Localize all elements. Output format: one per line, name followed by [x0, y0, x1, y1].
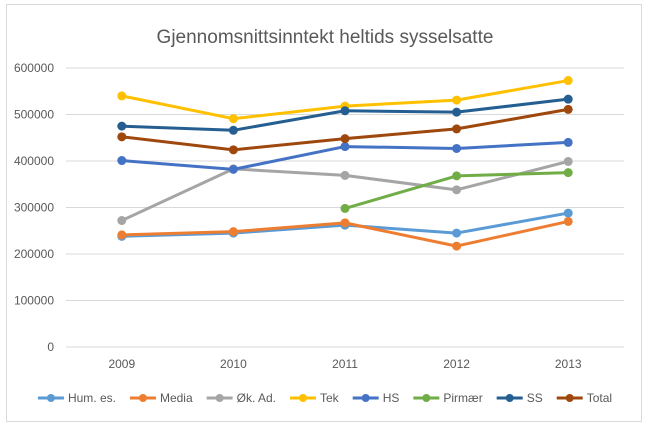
legend-marker	[46, 394, 55, 402]
legend-item: Pirmær	[413, 391, 483, 405]
data-point	[340, 134, 350, 144]
x-tick-label: 2009	[108, 357, 135, 371]
data-point	[228, 145, 238, 155]
legend-marker	[299, 394, 307, 402]
data-point	[228, 164, 238, 174]
data-point	[340, 203, 350, 213]
data-point	[563, 208, 573, 218]
series-lines	[117, 76, 573, 251]
data-point	[340, 106, 350, 116]
data-point	[117, 121, 127, 131]
legend-label: Tek	[320, 391, 340, 405]
data-point	[117, 156, 127, 166]
data-point	[563, 94, 573, 104]
data-point	[228, 114, 238, 124]
legend-marker	[565, 394, 574, 402]
y-axis-ticks: 0 100000 200000 300000 400000 500000 600000	[14, 61, 54, 354]
legend-item: SS	[496, 391, 543, 405]
data-point	[117, 216, 127, 226]
legend-marker	[422, 394, 431, 402]
legend-label: Øk. Ad.	[237, 391, 276, 405]
data-point	[563, 216, 573, 226]
x-tick-label: 2013	[555, 357, 582, 371]
legend-item: Hum. es.	[37, 391, 116, 405]
y-tick-label: 500000	[14, 108, 54, 122]
series-SS	[117, 94, 573, 135]
x-tick-label: 2012	[443, 357, 470, 371]
y-tick-label: 300000	[14, 201, 54, 215]
legend-item: Øk. Ad.	[206, 391, 276, 405]
data-point	[228, 125, 238, 135]
data-point	[452, 241, 462, 251]
x-axis-ticks: 2009 2010 2011 2012 2013	[108, 357, 581, 371]
data-point	[563, 137, 573, 147]
legend-label: Hum. es.	[68, 391, 116, 405]
data-point	[563, 168, 573, 178]
data-point	[452, 143, 462, 153]
chart-title: Gjennomsnittsinntekt heltids sysselsatte	[157, 27, 494, 48]
y-tick-label: 200000	[14, 247, 54, 261]
x-tick-label: 2011	[332, 357, 358, 371]
data-point	[340, 218, 350, 228]
series-HS	[117, 137, 573, 174]
data-point	[452, 95, 462, 105]
data-point	[117, 230, 127, 240]
y-tick-label: 400000	[14, 154, 54, 168]
series-Tek	[117, 76, 573, 124]
legend: Hum. es. Media Øk. Ad. Tek HS Pirmær SS Total	[37, 391, 612, 405]
data-point	[340, 142, 350, 152]
chart-frame	[6, 4, 642, 422]
data-point	[452, 124, 462, 134]
data-point	[117, 91, 127, 101]
legend-marker	[505, 394, 514, 402]
data-point	[452, 171, 462, 181]
data-point	[452, 228, 462, 238]
legend-marker	[215, 394, 224, 402]
legend-label: Total	[587, 391, 612, 405]
legend-label: HS	[383, 391, 400, 405]
legend-label: Pirmær	[443, 391, 482, 405]
series-Media	[117, 216, 573, 251]
data-point	[228, 227, 238, 237]
legend-label: SS	[527, 391, 543, 405]
data-point	[452, 185, 462, 195]
legend-item: Total	[556, 391, 612, 405]
legend-item: Tek	[290, 391, 340, 405]
y-tick-label: 600000	[14, 61, 54, 75]
series-Øk. Ad.	[117, 156, 573, 226]
y-tick-label: 0	[47, 340, 54, 354]
legend-marker	[138, 394, 147, 402]
legend-label: Media	[160, 391, 193, 405]
legend-item: Media	[129, 391, 193, 405]
data-point	[452, 107, 462, 117]
data-point	[563, 156, 573, 166]
data-point	[340, 170, 350, 180]
x-tick-label: 2010	[220, 357, 247, 371]
data-point	[117, 132, 127, 142]
series-Total	[117, 104, 573, 155]
series-Pirmær	[340, 168, 573, 213]
legend-item: HS	[352, 391, 400, 405]
y-tick-label: 100000	[14, 294, 54, 308]
data-point	[563, 104, 573, 114]
data-point	[563, 76, 573, 86]
legend-marker	[361, 394, 370, 402]
